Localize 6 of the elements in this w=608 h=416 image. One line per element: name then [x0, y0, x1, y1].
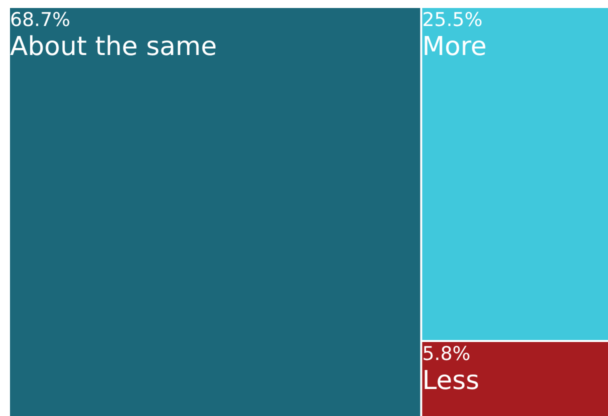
category-label: Less	[422, 366, 480, 396]
category-label: More	[422, 32, 487, 62]
data-label: 5.8%	[422, 343, 470, 366]
data-label: 68.7%	[10, 9, 70, 31]
category-label: About the same	[10, 32, 217, 62]
data-label: 25.5%	[422, 9, 483, 31]
